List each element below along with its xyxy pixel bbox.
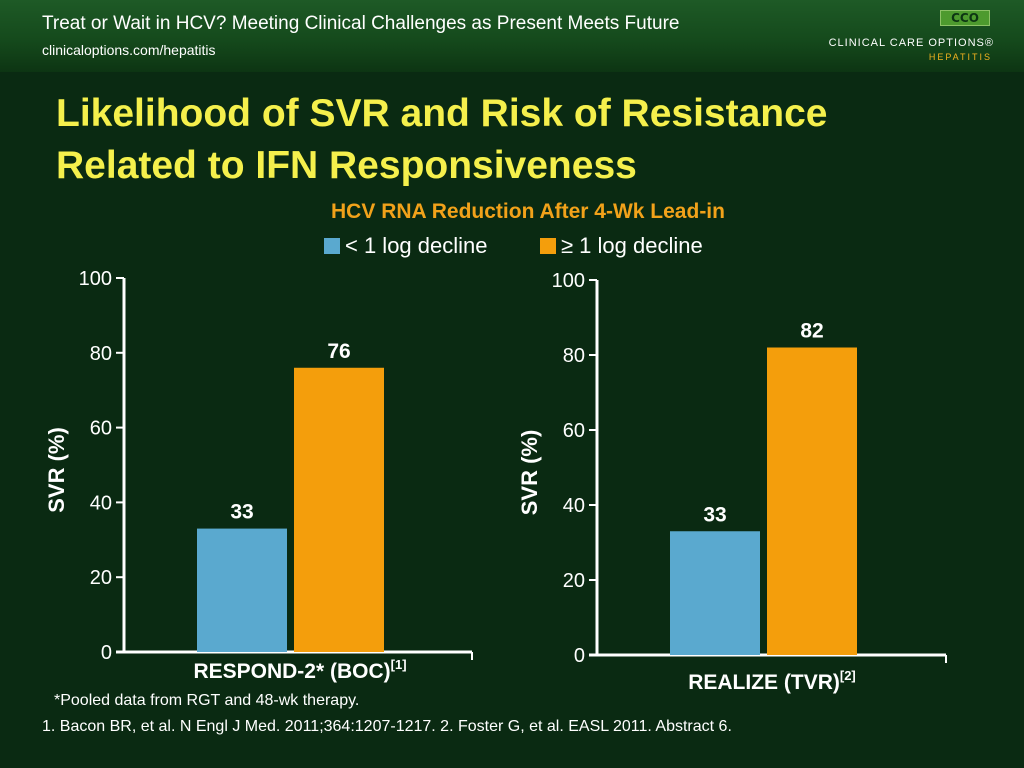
chart-1-y-tick-label-40: 40	[90, 492, 112, 514]
chart-1-y-tick-label-60: 60	[90, 418, 112, 440]
chart-2-x-axis-label-ref: [2]	[840, 668, 856, 683]
header-title: Treat or Wait in HCV? Meeting Clinical C…	[42, 13, 680, 34]
chart-1-x-axis-label-ref: [1]	[391, 657, 407, 672]
chart-1-bar-series-2	[294, 367, 384, 652]
chart-2-bar-series-2	[767, 347, 857, 655]
chart-1-data-label-series-1: 33	[230, 501, 253, 524]
chart-2-x-axis-label-text: REALIZE (TVR)	[688, 671, 840, 694]
chart-2-y-tick-label-100: 100	[552, 270, 585, 292]
chart-1-x-axis-label-text: RESPOND-2* (BOC)	[193, 660, 390, 683]
slide-title-line-2: Related to IFN Responsiveness	[56, 144, 637, 187]
chart-2-y-tick-label-60: 60	[563, 420, 585, 442]
chart-legend: < 1 log decline ≥ 1 log decline	[0, 233, 1024, 259]
legend-label-less-than-1-log: < 1 log decline	[345, 233, 488, 258]
chart-2-y-tick-label-0: 0	[574, 645, 585, 667]
chart-1-y-tick-label-100: 100	[79, 268, 112, 290]
chart-2-y-tick-label-80: 80	[563, 345, 585, 367]
chart-2-data-label-series-1: 33	[703, 503, 726, 526]
legend-label-at-least-1-log: ≥ 1 log decline	[561, 233, 703, 258]
chart-title: HCV RNA Reduction After 4-Wk Lead-in	[331, 200, 725, 223]
chart-2-y-tick-label-40: 40	[563, 495, 585, 517]
legend-item-at-least-1-log: ≥ 1 log decline	[540, 233, 703, 259]
chart-2-data-label-series-2: 82	[800, 320, 823, 343]
cco-logo-icon: CCO	[940, 10, 990, 26]
chart-2-bar-series-1	[670, 531, 760, 655]
chart-1-bar-series-1	[197, 528, 287, 652]
chart-2-x-axis-label: REALIZE (TVR)[2]	[688, 668, 856, 694]
footnote: *Pooled data from RGT and 48-wk therapy.	[54, 692, 360, 709]
header-bar: Treat or Wait in HCV? Meeting Clinical C…	[0, 0, 1024, 72]
legend-swatch-orange	[540, 238, 556, 254]
slide-title-line-1: Likelihood of SVR and Risk of Resistance	[56, 92, 828, 135]
logo-name: CLINICAL CARE OPTIONS®	[828, 37, 994, 49]
legend-swatch-blue	[324, 238, 340, 254]
logo-subtitle: HEPATITIS	[928, 52, 992, 62]
references: 1. Bacon BR, et al. N Engl J Med. 2011;3…	[42, 718, 732, 735]
chart-1-data-label-series-2: 76	[327, 340, 350, 363]
chart-1-x-axis-label: RESPOND-2* (BOC)[1]	[193, 657, 406, 683]
chart-1-y-tick-label-80: 80	[90, 343, 112, 365]
chart-1-y-axis-label: SVR (%)	[44, 427, 69, 513]
chart-1-y-tick-label-20: 20	[90, 567, 112, 589]
logo-mark: CCO	[951, 11, 979, 25]
header-url: clinicaloptions.com/hepatitis	[42, 42, 216, 58]
chart-2-y-tick-label-20: 20	[563, 570, 585, 592]
chart-2-y-axis-label: SVR (%)	[517, 430, 542, 516]
chart-1-y-tick-label-0: 0	[101, 642, 112, 664]
legend-item-less-than-1-log: < 1 log decline	[324, 233, 488, 259]
slide-title: Likelihood of SVR and Risk of Resistance…	[56, 88, 996, 192]
